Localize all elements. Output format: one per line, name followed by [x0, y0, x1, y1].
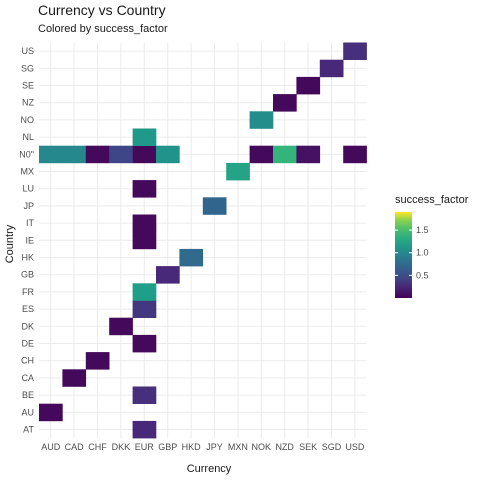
heatmap-cell	[273, 94, 297, 112]
x-tick-label: NZD	[275, 442, 294, 452]
y-tick-label: CH	[21, 356, 34, 366]
y-tick-label: JP	[23, 201, 34, 211]
legend-tick-label: 1.5	[416, 225, 429, 235]
y-tick-label: CA	[21, 373, 34, 383]
heatmap-cell	[39, 404, 63, 422]
y-tick-label: SG	[21, 63, 34, 73]
heatmap-cell	[109, 318, 133, 336]
heatmap-cell	[133, 129, 157, 147]
y-tick-label: NZ	[22, 98, 34, 108]
x-tick-label: USD	[345, 442, 365, 452]
x-tick-label: EUR	[135, 442, 155, 452]
y-tick-label: BE	[22, 390, 34, 400]
heatmap-cell	[250, 146, 274, 164]
heatmap-cell	[156, 266, 180, 284]
y-tick-label: NL	[22, 132, 34, 142]
y-tick-label: N0"	[19, 149, 34, 159]
x-axis-label: Currency	[187, 463, 232, 475]
x-tick-label: DKK	[112, 442, 131, 452]
heatmap-cell	[133, 335, 157, 353]
heatmap-cell	[133, 283, 157, 301]
heatmap-cell	[86, 146, 110, 164]
heatmap-cell	[133, 180, 157, 198]
x-tick-label: NOK	[252, 442, 272, 452]
y-tick-label: AT	[23, 425, 34, 435]
legend-tick-label: 0.5	[416, 270, 429, 280]
heatmap-cell	[156, 146, 180, 164]
x-tick-label: MXN	[228, 442, 248, 452]
legend-colorbar	[395, 212, 412, 298]
legend-title: success_factor	[395, 194, 469, 206]
x-tick-label: JPY	[206, 442, 223, 452]
y-tick-label: DE	[21, 339, 34, 349]
legend-tick-label: 1.0	[416, 248, 429, 258]
heatmap-cell	[296, 146, 320, 164]
y-tick-label: GB	[21, 270, 34, 280]
heatmap-cell	[343, 43, 367, 61]
y-tick-label: LU	[22, 184, 34, 194]
y-tick-label: FR	[22, 287, 34, 297]
heatmap-cell	[179, 249, 203, 267]
chart-subtitle: Colored by success_factor	[38, 23, 168, 35]
heatmap-cell	[133, 146, 157, 164]
chart-title: Currency vs Country	[38, 2, 166, 18]
heatmap-cell	[133, 301, 157, 319]
heatmap-cell	[203, 197, 227, 215]
x-tick-label: CAD	[65, 442, 85, 452]
heatmap-cell	[273, 146, 297, 164]
y-tick-label: IE	[25, 235, 34, 245]
y-tick-label: NO	[21, 115, 35, 125]
heatmap-cell	[86, 352, 110, 370]
y-tick-label: MX	[21, 167, 35, 177]
y-axis-label: Country	[4, 224, 16, 263]
x-tick-label: SGD	[322, 442, 342, 452]
y-tick-label: AU	[21, 407, 34, 417]
x-tick-label: AUD	[41, 442, 61, 452]
y-tick-label: SE	[22, 81, 34, 91]
heatmap-cell	[39, 146, 63, 164]
x-tick-label: SEK	[299, 442, 317, 452]
y-tick-label: HK	[21, 253, 34, 263]
heatmap-cell	[109, 146, 133, 164]
heatmap-cell	[226, 163, 250, 181]
heatmap-cell	[133, 387, 157, 405]
y-tick-label: ES	[22, 304, 34, 314]
y-tick-label: DK	[21, 321, 34, 331]
heatmap-cell	[320, 60, 344, 77]
heatmap-cell	[133, 232, 157, 250]
heatmap-cell	[133, 421, 157, 439]
y-tick-label: IT	[26, 218, 35, 228]
heatmap-cell	[62, 369, 86, 387]
x-tick-label: GBP	[158, 442, 177, 452]
x-tick-label: HKD	[182, 442, 202, 452]
heatmap-cell	[250, 111, 274, 129]
heatmap-cell	[133, 215, 157, 233]
x-tick-label: CHF	[88, 442, 107, 452]
heatmap-cell	[296, 77, 320, 95]
heatmap-cell	[343, 146, 367, 164]
y-tick-label: US	[21, 46, 34, 56]
heatmap-cell	[62, 146, 86, 164]
